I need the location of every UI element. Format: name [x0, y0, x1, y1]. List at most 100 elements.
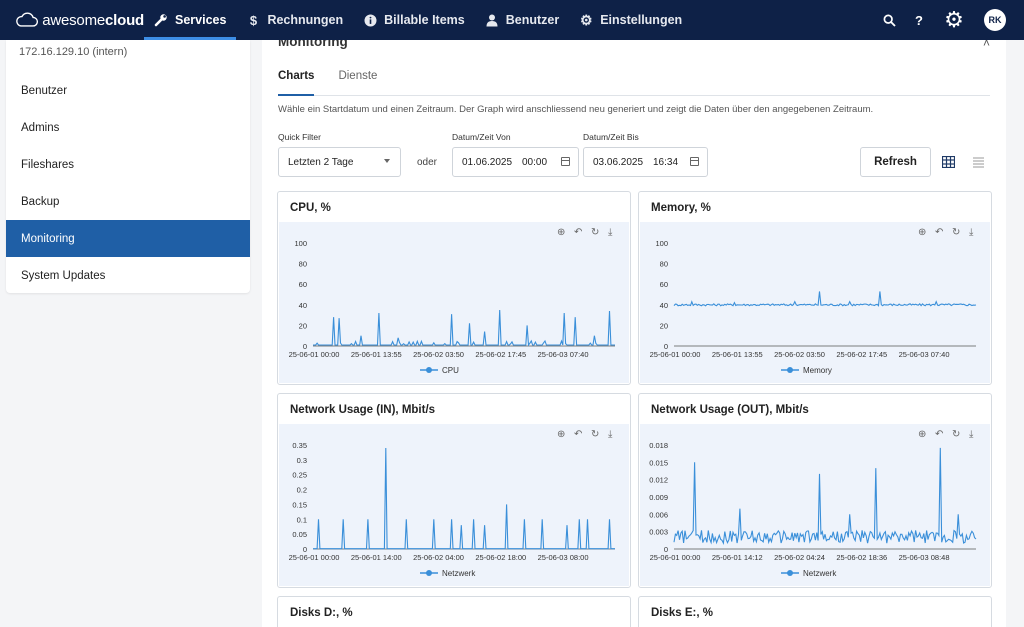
y-tick-label: 0.15: [292, 500, 307, 509]
avatar[interactable]: RK: [984, 9, 1006, 31]
to-label: Datum/Zeit Bis: [583, 132, 639, 142]
brand-logo[interactable]: awesomecloud: [16, 11, 144, 29]
restore-icon[interactable]: ↻: [591, 227, 599, 238]
cloud-icon: [16, 12, 39, 27]
restore-icon[interactable]: ↻: [952, 227, 960, 238]
tab-charts[interactable]: Charts: [278, 62, 315, 96]
nav-rechnungen[interactable]: $ Rechnungen: [236, 0, 353, 40]
chart-card-network-out: Network Usage (OUT), Mbit/s 0 0.003 0.006 0…: [638, 393, 992, 588]
x-tick-label: 25-06-03 07:40: [538, 350, 589, 359]
sidebar-item-backup[interactable]: Backup: [21, 195, 60, 208]
chart-card-disk-d: Disks D:, %: [277, 596, 631, 627]
quick-filter-select[interactable]: Letzten 2 Tage: [278, 147, 401, 177]
sidebar-item-monitoring[interactable]: Monitoring: [6, 220, 250, 257]
undo-icon[interactable]: ↶: [935, 429, 943, 440]
caret-down-icon: [384, 159, 390, 163]
to-datetime-field[interactable]: 03.06.2025 16:34: [583, 147, 708, 177]
y-tick-label: 60: [299, 280, 307, 289]
navbar-actions: ? ⚙ RK: [874, 5, 1006, 35]
y-tick-label: 0: [303, 545, 307, 554]
tab-bar: Charts Dienste: [278, 62, 990, 96]
quick-filter-value: Letzten 2 Tage: [288, 156, 354, 168]
legend-label: Netzwerk: [803, 569, 837, 578]
download-icon[interactable]: ⤓: [969, 227, 974, 238]
sidebar-item-benutzer[interactable]: Benutzer: [21, 84, 68, 97]
x-tick-label: 25-06-01 13:55: [712, 350, 763, 359]
undo-icon[interactable]: ↶: [574, 429, 582, 440]
settings-gears-icon[interactable]: ⚙: [944, 7, 964, 32]
y-tick-label: 0.05: [292, 530, 307, 539]
restore-icon[interactable]: ↻: [591, 429, 599, 440]
grid-view-icon[interactable]: [942, 156, 955, 168]
chart-plot: 0 20 40 60 80 100 25-06-01 00:00 25-06-01 13:55…: [640, 222, 990, 383]
y-tick-label: 0: [664, 342, 668, 351]
calendar-icon[interactable]: [690, 157, 699, 166]
dollar-icon: $: [249, 12, 258, 28]
chart-plot: 0 0.003 0.006 0.009 0.012 0.015 0.018 25-06-01 …: [640, 424, 990, 586]
legend-marker: [787, 367, 793, 373]
from-date: 01.06.2025: [462, 156, 513, 168]
y-tick-label: 0.25: [292, 471, 307, 480]
download-icon[interactable]: ⤓: [608, 227, 613, 238]
restore-icon[interactable]: ↻: [952, 429, 960, 440]
x-tick-label: 25-06-01 14:00: [351, 553, 402, 562]
x-tick-label: 25-06-01 14:12: [712, 553, 763, 562]
y-tick-label: 0.006: [649, 510, 668, 519]
x-tick-label: 25-06-02 04:24: [774, 553, 825, 562]
refresh-button[interactable]: Refresh: [860, 147, 931, 177]
zoom-icon[interactable]: ⊕: [918, 227, 926, 238]
nav-services[interactable]: Services: [144, 0, 237, 40]
nav-billable-items[interactable]: Billable Items: [353, 0, 475, 40]
from-datetime-field[interactable]: 01.06.2025 00:00: [452, 147, 579, 177]
chart-card-memory: Memory, % 0 20 40 60 80 100 25-06-01 00:00 25-0…: [638, 191, 992, 385]
nav-einstellungen[interactable]: ⚙ Einstellungen: [569, 0, 692, 40]
y-tick-label: 0.015: [649, 458, 668, 467]
gear-icon: ⚙: [579, 11, 593, 28]
to-time: 16:34: [653, 157, 679, 168]
x-tick-label: 25-06-01 00:00: [289, 553, 340, 562]
zoom-icon[interactable]: ⊕: [557, 227, 565, 238]
sidebar: 172.16.129.10 (intern) Benutzer Admins F…: [6, 40, 250, 293]
chart-title: Network Usage (IN), Mbit/s: [290, 404, 436, 416]
y-tick-label: 60: [660, 280, 668, 289]
x-tick-label: 25-06-01 00:00: [650, 350, 701, 359]
chart-title: CPU, %: [290, 202, 331, 214]
sidebar-item-admins[interactable]: Admins: [21, 121, 60, 134]
nav-label: Benutzer: [505, 13, 560, 27]
zoom-icon[interactable]: ⊕: [918, 429, 926, 440]
x-tick-label: 25-06-02 17:45: [836, 350, 887, 359]
y-tick-label: 40: [299, 301, 307, 310]
calendar-icon[interactable]: [561, 157, 570, 166]
legend-marker: [426, 570, 432, 576]
chevron-up-icon[interactable]: ˄: [982, 40, 990, 50]
zoom-icon[interactable]: ⊕: [557, 429, 565, 440]
user-icon: [485, 13, 499, 27]
undo-icon[interactable]: ↶: [574, 227, 582, 238]
quick-filter-label: Quick Filter: [278, 132, 321, 142]
chart-title: Disks E:, %: [651, 607, 713, 619]
legend-label: CPU: [442, 366, 459, 375]
chart-plot: 0 0.05 0.1 0.15 0.2 0.25 0.3 0.35 25-06-01 00:00…: [279, 424, 629, 586]
series-line: [673, 447, 977, 545]
search-icon[interactable]: [874, 5, 904, 35]
info-icon: [363, 13, 377, 27]
list-view-icon[interactable]: [972, 156, 985, 168]
legend-label: Memory: [803, 366, 832, 375]
sidebar-item-fileshares[interactable]: Fileshares: [21, 158, 75, 171]
x-tick-label: 25-06-02 18:36: [836, 553, 887, 562]
server-ip: 172.16.129.10 (intern): [19, 46, 128, 58]
nav-label: Rechnungen: [267, 13, 344, 27]
help-icon[interactable]: ?: [915, 12, 923, 28]
legend-marker: [426, 367, 432, 373]
tab-dienste[interactable]: Dienste: [338, 70, 378, 82]
y-tick-label: 0: [303, 342, 307, 351]
download-icon[interactable]: ⤓: [969, 429, 974, 440]
download-icon[interactable]: ⤓: [608, 429, 613, 440]
x-tick-label: 25-06-02 04:00: [413, 553, 464, 562]
nav-benutzer[interactable]: Benutzer: [475, 0, 569, 40]
main-panel: Monitoring ˄ Charts Dienste Wähle ein St…: [262, 40, 1006, 627]
chart-card-cpu: CPU, % 0 20 40 60 80 100 25-06-01 00:00 25-06-0…: [277, 191, 631, 385]
x-tick-label: 25-06-01 13:55: [351, 350, 402, 359]
sidebar-item-system-updates[interactable]: System Updates: [21, 269, 106, 282]
undo-icon[interactable]: ↶: [935, 227, 943, 238]
